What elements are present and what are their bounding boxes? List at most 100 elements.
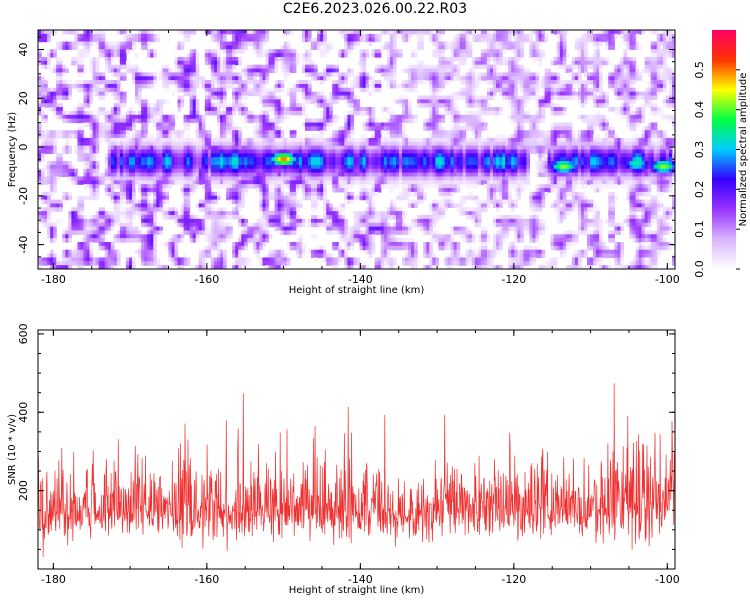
heatmap-cell-3619 xyxy=(216,134,221,139)
heatmap-cell-2528 xyxy=(526,99,530,104)
heatmap-cell-256 xyxy=(590,33,594,39)
heatmap-cell-1314 xyxy=(392,68,397,73)
heatmap-cell-555 xyxy=(180,45,185,50)
heatmap-cell-2213 xyxy=(311,91,315,97)
heatmap-cell-3312 xyxy=(92,126,97,131)
heatmap-cell-2399 xyxy=(553,95,558,100)
heatmap-cell-3473 xyxy=(180,130,185,135)
heatmap-cell-2970 xyxy=(226,114,230,120)
heatmap-cell-4257 xyxy=(444,145,449,151)
heatmap-cell-1806 xyxy=(499,80,503,85)
heatmap-cell-3858 xyxy=(459,137,464,143)
heatmap-cell-4935 xyxy=(86,161,91,166)
heatmap-cell-2021 xyxy=(92,87,97,93)
heatmap-cell-2081 xyxy=(359,87,364,93)
heatmap-cell-3945 xyxy=(116,141,121,147)
heatmap-cell-4642 xyxy=(395,153,400,158)
heatmap-cell-4702 xyxy=(587,153,591,158)
heatmap-cell-2066 xyxy=(286,87,291,93)
heatmap-cell-901 xyxy=(216,56,221,62)
heatmap-cell-2422 xyxy=(629,95,634,100)
heatmap-cell-1882 xyxy=(141,83,145,89)
heatmap-cell-2574 xyxy=(156,103,160,108)
heatmap-cell-3704 xyxy=(577,134,582,139)
heatmap-cell-2686 xyxy=(110,107,115,112)
heatmap-cell-339 xyxy=(371,37,376,43)
heatmap-cell-604 xyxy=(496,45,500,50)
heatmap-cell-3790 xyxy=(253,137,257,143)
heatmap-cell-1991 xyxy=(614,83,618,89)
heatmap-cell-1005 xyxy=(183,60,188,66)
heatmap-cell-4684 xyxy=(523,153,527,158)
heatmap-cell-3505 xyxy=(347,130,352,135)
heatmap-cell-454 xyxy=(307,41,312,47)
heatmap-cell-4656 xyxy=(438,153,443,158)
heatmap-cell-3108 xyxy=(256,118,261,124)
heatmap-cell-2518 xyxy=(474,99,479,104)
heatmap-cell-1270 xyxy=(210,68,215,73)
heatmap-cell-3549 xyxy=(568,130,573,135)
heatmap-cell-1238 xyxy=(56,68,60,73)
heatmap-cell-2923 xyxy=(56,114,60,120)
heatmap-cell-520 xyxy=(635,41,640,47)
heatmap-cell-3922 xyxy=(653,137,658,143)
heatmap-cell-3889 xyxy=(553,137,558,143)
heatmap-cell-4459 xyxy=(441,149,446,154)
heatmap-cell-1035 xyxy=(311,60,315,66)
heatmap-cell-1643 xyxy=(514,76,518,81)
heatmap-cell-3082 xyxy=(144,118,148,124)
heatmap-cell-2715 xyxy=(265,107,270,112)
heatmap-cell-1613 xyxy=(423,76,427,81)
heatmap-cell-399 xyxy=(632,37,637,43)
heatmap-cell-327 xyxy=(317,37,321,43)
heatmap-cell-1290 xyxy=(283,68,288,73)
heatmap-cell-3832 xyxy=(380,137,385,143)
heatmap-cell-2912 xyxy=(629,110,634,116)
heatmap-cell-3391 xyxy=(450,126,455,131)
heatmap-cell-1599 xyxy=(359,76,364,81)
heatmap-cell-2377 xyxy=(480,95,485,100)
heatmap-cell-4175 xyxy=(195,145,200,151)
heatmap-cell-1564 xyxy=(186,76,191,81)
heatmap-cell-3863 xyxy=(474,137,479,143)
heatmap-cell-3926 xyxy=(665,137,670,143)
heatmap-cell-201 xyxy=(356,33,361,39)
heatmap-cell-4333 xyxy=(41,149,45,154)
heatmap-cell-753 xyxy=(659,49,664,54)
heatmap-cell-3277 xyxy=(477,122,482,127)
heatmap-cell-208 xyxy=(377,33,382,39)
heatmap-cell-1747 xyxy=(253,80,257,85)
heatmap-cell-2360 xyxy=(429,95,433,100)
heatmap-cell-3602 xyxy=(147,134,151,139)
heatmap-cell-3565 xyxy=(659,130,664,135)
heatmap-cell-1695 xyxy=(77,80,82,85)
heatmap-cell-271 xyxy=(656,33,661,39)
heatmap-cell-4639 xyxy=(386,153,391,158)
heatmap-cell-3179 xyxy=(596,118,600,124)
heatmap-cell-624 xyxy=(605,45,609,50)
heatmap-cell-2120 xyxy=(547,87,552,93)
heatmap-cell-1650 xyxy=(535,76,540,81)
heatmap-cell-1557 xyxy=(165,76,170,81)
heatmap-cell-73 xyxy=(386,30,391,35)
heatmap-cell-2304 xyxy=(113,95,118,100)
heatmap-cell-2644 xyxy=(514,103,518,108)
heatmap-cell-2038 xyxy=(186,87,191,93)
heatmap-cell-897 xyxy=(204,56,209,62)
heatmap-cell-3493 xyxy=(271,130,276,135)
heatmap-cell-460 xyxy=(326,41,330,47)
heatmap-cell-2514 xyxy=(453,99,458,104)
heatmap-cell-4291 xyxy=(547,145,552,151)
heatmap-cell-1254 xyxy=(129,68,133,73)
heatmap-cell-1092 xyxy=(647,60,652,66)
heatmap-cell-4046 xyxy=(423,141,427,147)
heatmap-cell-4849 xyxy=(432,157,436,162)
heatmap-cell-4401 xyxy=(265,149,270,154)
heatmap-cell-4440 xyxy=(383,149,388,154)
heatmap-cell-3318 xyxy=(110,126,115,131)
heatmap-cell-2421 xyxy=(626,95,631,100)
heatmap-cell-1945 xyxy=(408,83,412,89)
heatmap-cell-2570 xyxy=(141,103,145,108)
heatmap-cell-2142 xyxy=(626,87,631,93)
heatmap-cell-2494 xyxy=(353,99,358,104)
